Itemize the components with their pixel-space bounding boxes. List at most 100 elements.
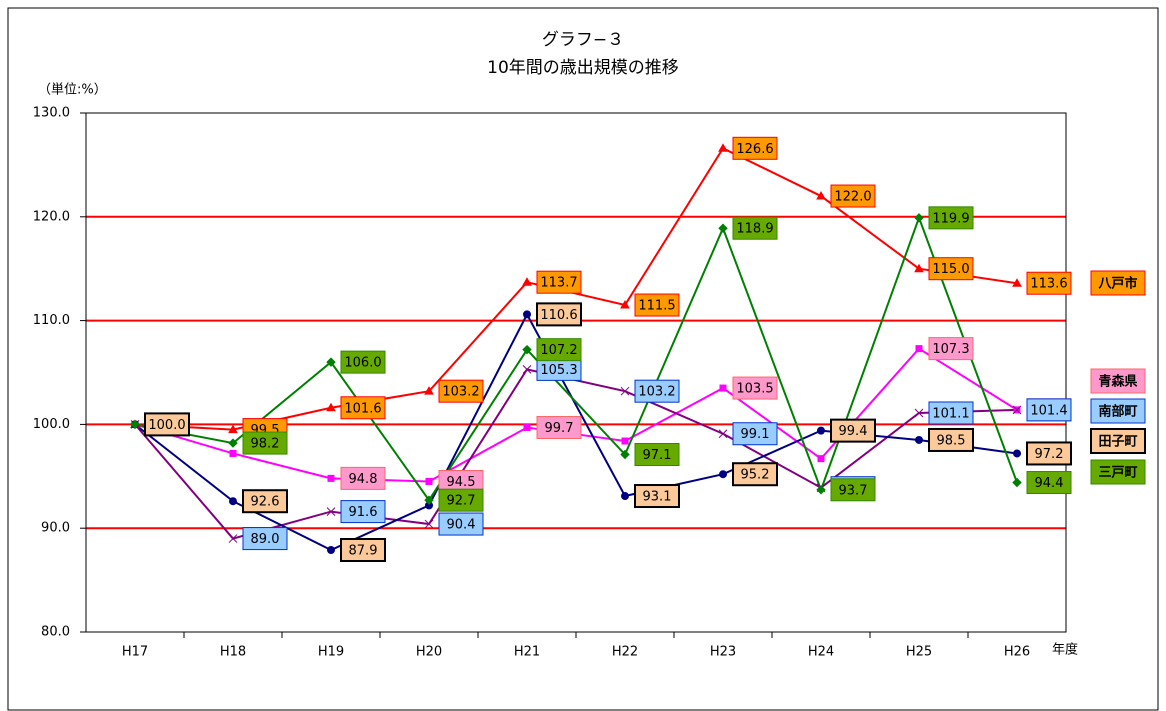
y-tick-label: 120.0 — [33, 209, 70, 224]
series-line — [134, 214, 1018, 502]
data-label-box — [536, 338, 582, 362]
x-tick-label: H25 — [906, 645, 932, 660]
data-label: 115.0 — [932, 262, 969, 277]
marker — [914, 263, 924, 273]
marker — [425, 477, 433, 485]
data-label: 107.2 — [540, 343, 577, 358]
data-label: 105.3 — [540, 363, 577, 378]
data-label-box — [340, 350, 386, 374]
marker — [620, 386, 630, 396]
marker — [718, 429, 728, 439]
y-tick-label: 90.0 — [41, 521, 70, 536]
marker — [620, 449, 630, 460]
data-label: 97.1 — [643, 448, 672, 463]
data-label: 101.6 — [344, 401, 381, 416]
y-tick-label: 130.0 — [33, 106, 70, 121]
marker — [523, 310, 531, 319]
data-label-box — [1026, 271, 1072, 295]
data-label: 91.6 — [349, 505, 378, 520]
data-label: 103.5 — [736, 382, 773, 397]
data-label: 118.9 — [736, 222, 773, 237]
data-label-box — [928, 401, 974, 425]
data-label-box — [830, 418, 876, 443]
data-label-box — [928, 257, 974, 281]
data-label: 106.0 — [344, 356, 381, 371]
legend-box — [1090, 368, 1146, 394]
x-tick-label: H17 — [122, 645, 148, 660]
data-label: 126.6 — [736, 142, 773, 157]
legend-box — [1090, 428, 1146, 454]
data-label: 94.5 — [447, 475, 476, 490]
legend-label: 田子町 — [1098, 435, 1137, 450]
data-label-box — [830, 478, 876, 502]
y-tick-label: 80.0 — [41, 625, 70, 640]
data-label-box — [242, 527, 288, 551]
data-label-box — [830, 184, 876, 208]
data-label-box — [1026, 398, 1072, 422]
data-label: 101.1 — [932, 406, 969, 421]
data-label: 107.3 — [932, 342, 969, 357]
marker — [1012, 405, 1022, 415]
marker — [523, 424, 531, 432]
marker — [719, 470, 727, 479]
data-label-box — [340, 500, 386, 524]
data-label: 101.4 — [1030, 403, 1067, 418]
data-label-box — [732, 216, 778, 240]
legend-box — [1090, 459, 1146, 485]
data-label: 103.2 — [442, 385, 479, 400]
x-tick-label: H18 — [220, 645, 246, 660]
data-label: 119.9 — [932, 211, 969, 226]
data-label-box — [732, 462, 778, 487]
x-tick-label: H23 — [710, 645, 736, 660]
legend-box — [1090, 270, 1146, 296]
x-axis-label: 年度 — [1052, 642, 1078, 658]
data-label: 92.6 — [251, 495, 280, 510]
data-label: 97.2 — [1035, 447, 1064, 462]
data-label-box — [634, 443, 680, 467]
marker — [229, 497, 237, 506]
data-label: 98.2 — [251, 437, 280, 452]
y-tick-label: 100.0 — [33, 417, 70, 432]
y-axis-label: （単位:%） — [38, 82, 107, 98]
marker — [228, 438, 238, 448]
marker — [522, 365, 532, 374]
data-label-box — [340, 537, 386, 562]
marker — [326, 357, 336, 367]
legend-label: 八戸市 — [1097, 276, 1137, 292]
marker — [424, 495, 434, 505]
data-label-box — [732, 376, 778, 400]
x-tick-label: H24 — [808, 645, 834, 660]
data-label: 89.0 — [251, 532, 280, 547]
data-label: 90.4 — [447, 518, 476, 533]
marker — [327, 474, 335, 482]
marker — [229, 449, 237, 457]
data-label-box — [438, 488, 484, 512]
data-label: 92.7 — [447, 494, 476, 509]
data-label-box — [536, 416, 582, 440]
data-label-box — [438, 512, 484, 536]
marker — [718, 143, 728, 152]
marker — [719, 384, 727, 392]
x-tick-label: H22 — [612, 645, 638, 660]
data-label: 94.4 — [1035, 476, 1064, 491]
legend-label: 南部町 — [1098, 404, 1137, 420]
x-tick-label: H20 — [416, 645, 442, 660]
data-label: 93.1 — [643, 490, 672, 505]
data-label: 113.6 — [1030, 277, 1067, 292]
data-label-box — [340, 466, 386, 490]
marker — [424, 519, 434, 529]
marker — [621, 492, 629, 501]
marker — [228, 534, 238, 543]
data-label: 110.6 — [540, 308, 577, 323]
data-label-box — [536, 302, 582, 327]
marker — [228, 424, 238, 434]
marker — [817, 455, 825, 463]
data-label-box — [928, 427, 974, 452]
data-label: 99.7 — [545, 421, 574, 436]
marker — [326, 507, 336, 516]
x-tick-label: H19 — [318, 645, 344, 660]
data-label-box — [242, 489, 288, 514]
data-label-box — [1026, 441, 1072, 466]
marker — [1012, 278, 1022, 287]
data-label-box — [1026, 471, 1072, 495]
